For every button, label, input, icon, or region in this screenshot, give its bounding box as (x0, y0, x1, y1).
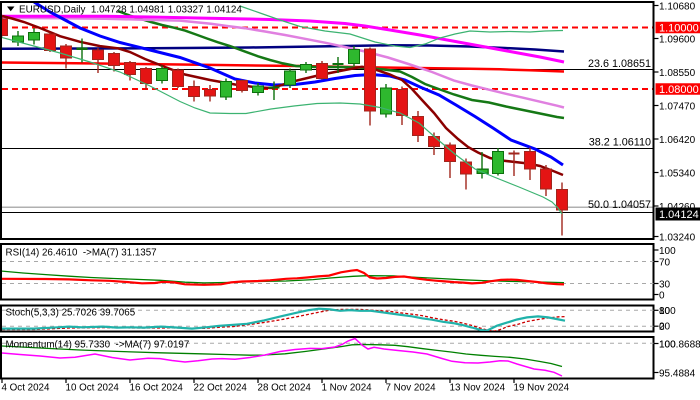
svg-text:1.08550: 1.08550 (659, 68, 696, 79)
svg-text:EURUSD,Daily 1.04728 1.04981: EURUSD,Daily 1.04728 1.04981 1.03327 1.0… (19, 5, 242, 16)
svg-text:100: 100 (659, 246, 676, 257)
svg-text:RSI(14) 26.4610 ->MA(7) 31.13: RSI(14) 26.4610 ->MA(7) 31.1357 (6, 248, 157, 259)
svg-text:80: 80 (659, 306, 671, 317)
svg-text:100.8688: 100.8688 (659, 340, 700, 351)
svg-text:1.04124: 1.04124 (659, 209, 699, 221)
svg-text:1.10680: 1.10680 (659, 2, 696, 13)
svg-text:38.2 1.06110: 38.2 1.06110 (589, 137, 651, 149)
svg-text:19 Nov 2024: 19 Nov 2024 (514, 383, 570, 394)
svg-text:Momentum(14) 95.7330 ->MA(7): Momentum(14) 95.7330 ->MA(7) 97.0197 (6, 340, 190, 351)
svg-text:20: 20 (659, 322, 671, 333)
svg-text:0: 0 (659, 291, 665, 302)
svg-text:30: 30 (659, 280, 671, 291)
svg-text:1.03240: 1.03240 (659, 233, 696, 244)
svg-text:100: 100 (659, 306, 676, 317)
svg-text:23.6 1.08651: 23.6 1.08651 (588, 58, 651, 70)
svg-text:22 Oct 2024: 22 Oct 2024 (194, 383, 248, 394)
svg-text:95.4884: 95.4884 (659, 369, 696, 380)
svg-text:28 Oct 2024: 28 Oct 2024 (258, 383, 312, 394)
svg-text:1.05340: 1.05340 (659, 169, 696, 180)
svg-text:Stoch(5,3,3) 25.7026 39.7065: Stoch(5,3,3) 25.7026 39.7065 (6, 308, 136, 319)
svg-text:1.07470: 1.07470 (659, 102, 696, 113)
svg-text:100: 100 (659, 339, 676, 350)
svg-text:10 Oct 2024: 10 Oct 2024 (66, 383, 120, 394)
svg-text:50.0 1.04057: 50.0 1.04057 (588, 199, 651, 211)
svg-text:7 Nov 2024: 7 Nov 2024 (386, 383, 437, 394)
svg-text:4 Oct 2024: 4 Oct 2024 (2, 383, 50, 394)
svg-text:1.08000: 1.08000 (659, 84, 699, 96)
svg-text:13 Nov 2024: 13 Nov 2024 (450, 383, 506, 394)
svg-text:1 Nov 2024: 1 Nov 2024 (322, 383, 373, 394)
svg-text:70: 70 (659, 258, 671, 269)
svg-text:1.10000: 1.10000 (659, 23, 699, 35)
svg-text:1.09600: 1.09600 (659, 35, 696, 46)
svg-text:16 Oct 2024: 16 Oct 2024 (130, 383, 184, 394)
svg-text:1.06420: 1.06420 (659, 135, 696, 146)
svg-text:0: 0 (659, 322, 665, 333)
